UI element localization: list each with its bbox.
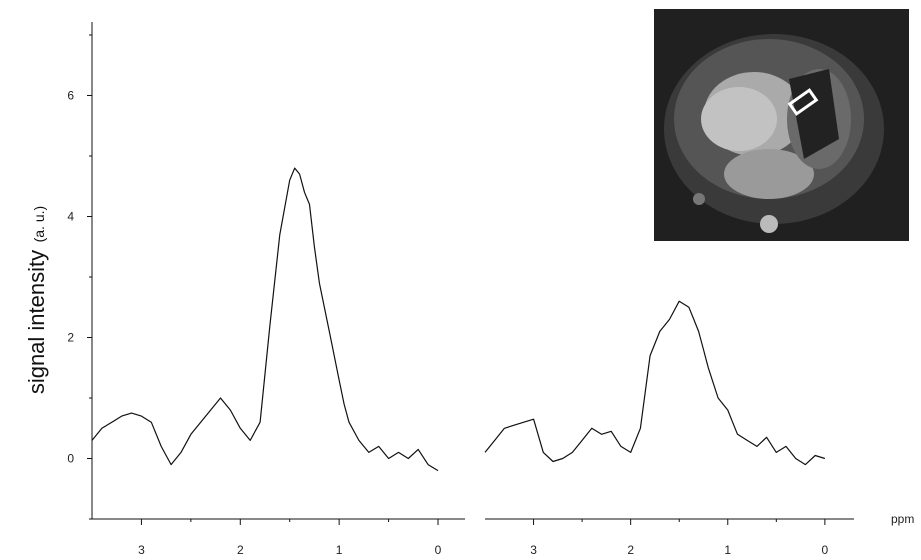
y-axis-label-unit: (a. u.) — [31, 206, 47, 243]
roi-box — [787, 88, 819, 116]
x-tick-label: 2 — [237, 543, 244, 557]
x-tick-label: 0 — [822, 543, 829, 557]
y-axis-label-main: signal intensity — [24, 250, 49, 394]
x-tick-label: 3 — [138, 543, 145, 557]
x-tick-label: 1 — [336, 543, 343, 557]
spectrum-line — [91, 167, 439, 472]
y-tick-label: 2 — [67, 331, 74, 345]
spectrum-line — [484, 300, 826, 466]
y-axis-label: signal intensity (a. u.) — [24, 206, 49, 394]
x-tick-label: 3 — [530, 543, 537, 557]
x-tick-label: 2 — [627, 543, 634, 557]
y-tick-label: 4 — [67, 210, 74, 224]
x-tick-label: 0 — [435, 543, 442, 557]
x-tick-label: 1 — [724, 543, 731, 557]
y-tick-label: 6 — [67, 89, 74, 103]
y-tick-label: 0 — [67, 452, 74, 466]
x-axis-label: ppm — [891, 512, 914, 526]
mri-inset-image — [654, 9, 909, 241]
